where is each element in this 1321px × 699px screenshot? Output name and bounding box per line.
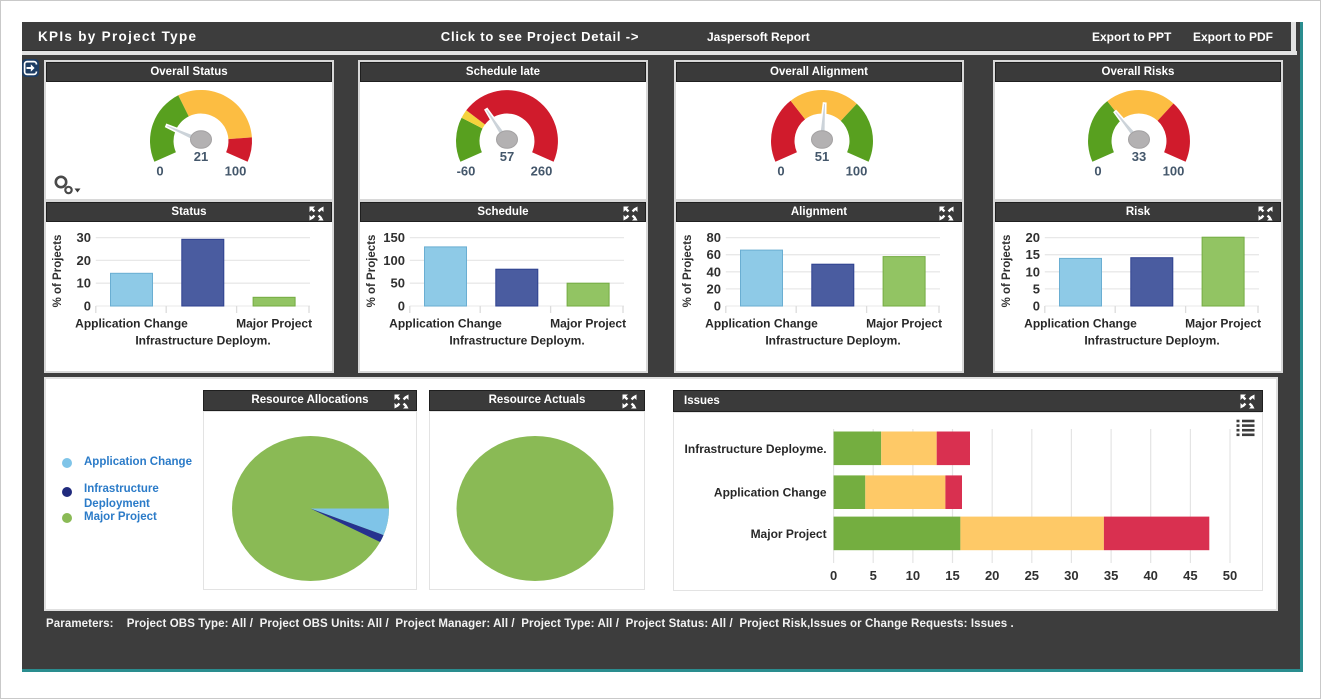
svg-text:50: 50	[391, 276, 405, 291]
svg-text:100: 100	[383, 253, 405, 268]
svg-text:80: 80	[707, 230, 721, 245]
svg-text:40: 40	[1143, 568, 1157, 583]
svg-text:21: 21	[194, 149, 208, 164]
svg-text:Application Change: Application Change	[75, 317, 188, 331]
svg-text:Infrastructure Deploym.: Infrastructure Deploym.	[765, 334, 900, 348]
svg-text:Infrastructure Deployme.: Infrastructure Deployme.	[685, 442, 827, 456]
svg-text:Major Project: Major Project	[866, 317, 942, 331]
svg-text:% of Projects: % of Projects	[52, 235, 64, 308]
svg-text:260: 260	[531, 164, 553, 179]
svg-text:33: 33	[1132, 149, 1146, 164]
svg-text:0: 0	[398, 299, 405, 314]
svg-text:20: 20	[77, 253, 91, 268]
svg-text:40: 40	[707, 264, 721, 279]
svg-text:5: 5	[870, 568, 877, 583]
svg-text:100: 100	[225, 164, 247, 179]
svg-text:60: 60	[707, 247, 721, 262]
svg-text:% of Projects: % of Projects	[682, 235, 694, 308]
svg-text:Application Change: Application Change	[389, 317, 502, 331]
svg-text:Infrastructure Deploym.: Infrastructure Deploym.	[135, 334, 270, 348]
svg-text:% of Projects: % of Projects	[1001, 235, 1013, 308]
svg-text:10: 10	[906, 568, 920, 583]
svg-text:0: 0	[777, 164, 784, 179]
svg-text:15: 15	[1026, 247, 1040, 262]
svg-text:25: 25	[1025, 568, 1039, 583]
svg-text:20: 20	[985, 568, 999, 583]
svg-text:Major Project: Major Project	[1185, 317, 1261, 331]
svg-text:Application Change: Application Change	[705, 317, 818, 331]
svg-text:Application Change: Application Change	[1024, 317, 1137, 331]
svg-text:0: 0	[84, 299, 91, 314]
svg-text:Major Project: Major Project	[550, 317, 626, 331]
svg-text:45: 45	[1183, 568, 1197, 583]
svg-text:0: 0	[830, 568, 837, 583]
svg-text:0: 0	[1094, 164, 1101, 179]
svg-text:100: 100	[1163, 164, 1185, 179]
svg-text:30: 30	[77, 230, 91, 245]
svg-text:0: 0	[156, 164, 163, 179]
svg-text:Infrastructure Deploym.: Infrastructure Deploym.	[1084, 334, 1219, 348]
svg-text:-60: -60	[457, 164, 476, 179]
svg-text:Application Change: Application Change	[714, 486, 827, 500]
svg-text:0: 0	[714, 299, 721, 314]
svg-text:100: 100	[846, 164, 868, 179]
svg-text:20: 20	[1026, 230, 1040, 245]
svg-text:Major Project: Major Project	[751, 527, 827, 541]
svg-text:57: 57	[500, 149, 514, 164]
svg-text:% of Projects: % of Projects	[366, 235, 378, 308]
svg-text:Infrastructure Deploym.: Infrastructure Deploym.	[449, 334, 584, 348]
svg-text:50: 50	[1223, 568, 1237, 583]
svg-text:15: 15	[945, 568, 959, 583]
svg-text:20: 20	[707, 281, 721, 296]
svg-text:5: 5	[1033, 281, 1040, 296]
svg-text:35: 35	[1104, 568, 1118, 583]
svg-text:51: 51	[815, 149, 829, 164]
svg-text:10: 10	[1026, 264, 1040, 279]
svg-text:30: 30	[1064, 568, 1078, 583]
svg-text:0: 0	[1033, 299, 1040, 314]
svg-text:150: 150	[383, 230, 405, 245]
svg-text:Major Project: Major Project	[236, 317, 312, 331]
svg-text:10: 10	[77, 276, 91, 291]
